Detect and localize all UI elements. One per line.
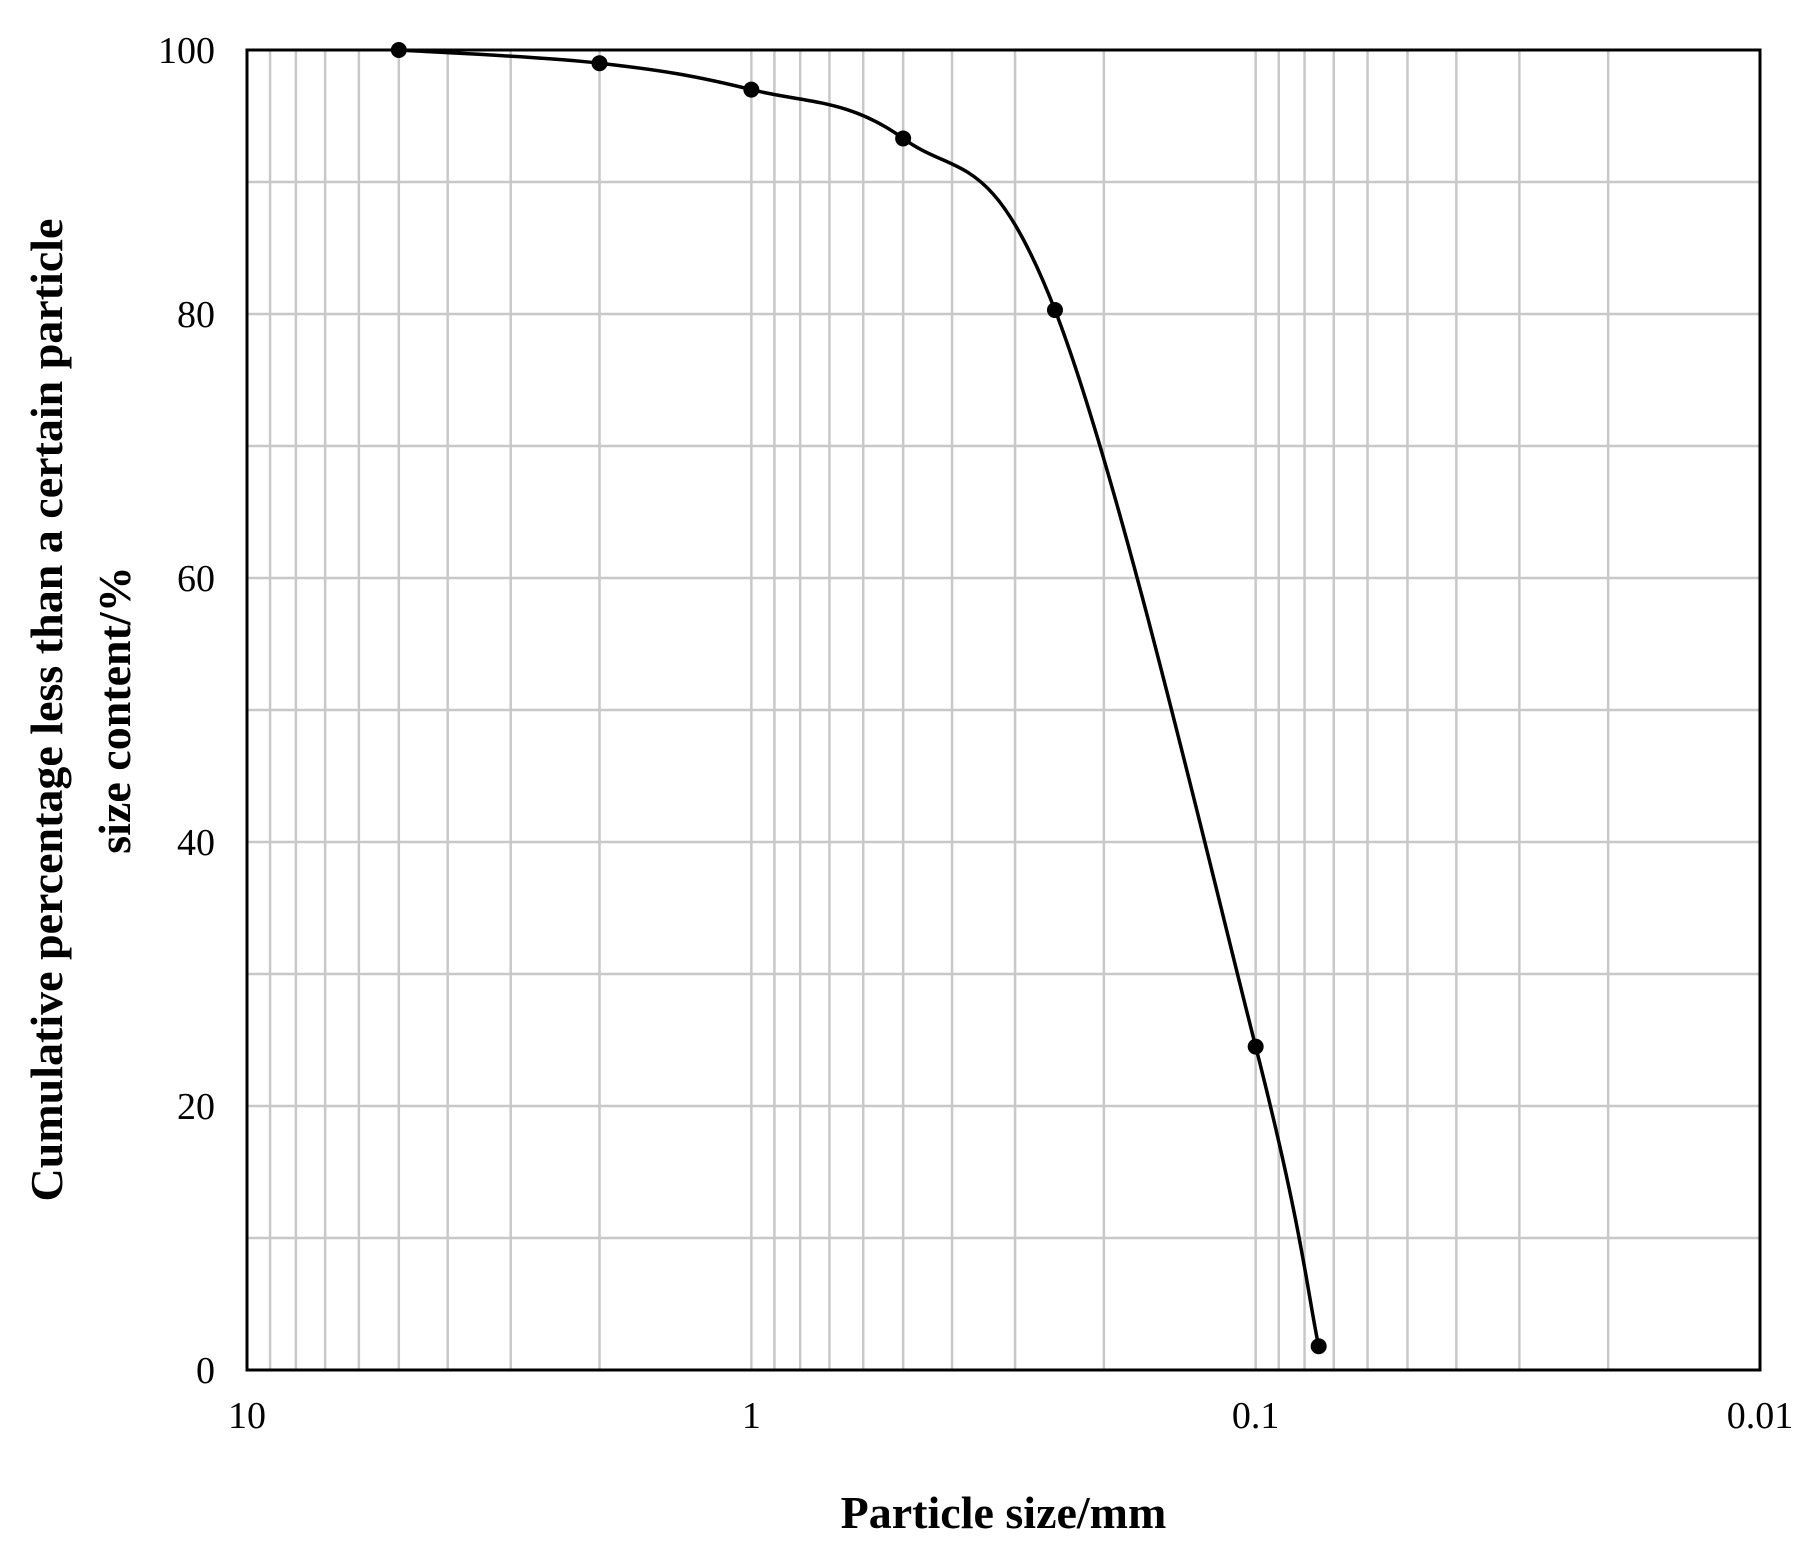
data-point [390, 42, 407, 58]
data-point [1247, 1038, 1264, 1055]
series-line [398, 48, 1321, 1347]
data-point [1046, 302, 1063, 319]
x-tick-label: 10 [228, 1395, 266, 1437]
y-axis-tick-labels: 0 20 40 60 80 100 [158, 30, 215, 1392]
y-axis-title-line-2: size content/% [89, 566, 140, 853]
y-tick-label: 100 [158, 30, 215, 72]
grid-lines [247, 48, 1762, 1372]
y-tick-label: 40 [177, 822, 215, 864]
data-point [1310, 1338, 1327, 1355]
x-axis-title: Particle size/mm [841, 1487, 1167, 1538]
data-point [591, 55, 608, 72]
data-point [895, 130, 912, 147]
y-tick-label: 0 [196, 1350, 215, 1392]
y-tick-label: 20 [177, 1086, 215, 1128]
x-axis-tick-labels: 10 1 0.1 0.01 [228, 1395, 1793, 1437]
y-axis-title: Cumulative percentage less than a certai… [21, 219, 140, 1202]
x-tick-label: 0.01 [1727, 1395, 1794, 1437]
plot-area-frame [245, 48, 1762, 1372]
data-point [743, 81, 760, 98]
x-tick-label: 0.1 [1232, 1395, 1280, 1437]
y-axis-title-line-1: Cumulative percentage less than a certai… [21, 219, 72, 1202]
y-tick-label: 80 [177, 294, 215, 336]
series-layer [390, 42, 1327, 1355]
y-tick-label: 60 [177, 558, 215, 600]
x-tick-label: 1 [742, 1395, 761, 1437]
